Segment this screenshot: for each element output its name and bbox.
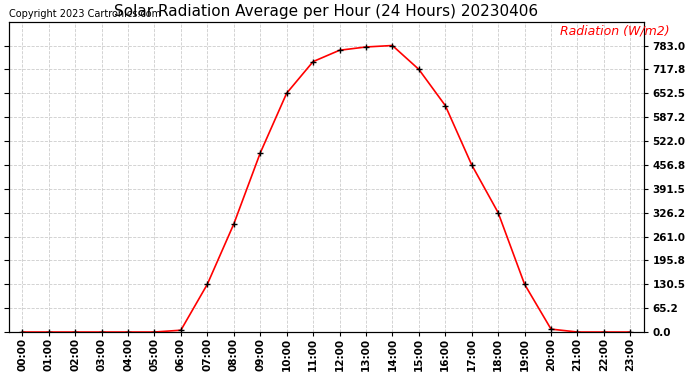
Title: Solar Radiation Average per Hour (24 Hours) 20230406: Solar Radiation Average per Hour (24 Hou… <box>115 4 538 19</box>
Text: Radiation (W/m2): Radiation (W/m2) <box>560 24 669 38</box>
Text: Copyright 2023 Cartronics.com: Copyright 2023 Cartronics.com <box>9 9 161 19</box>
